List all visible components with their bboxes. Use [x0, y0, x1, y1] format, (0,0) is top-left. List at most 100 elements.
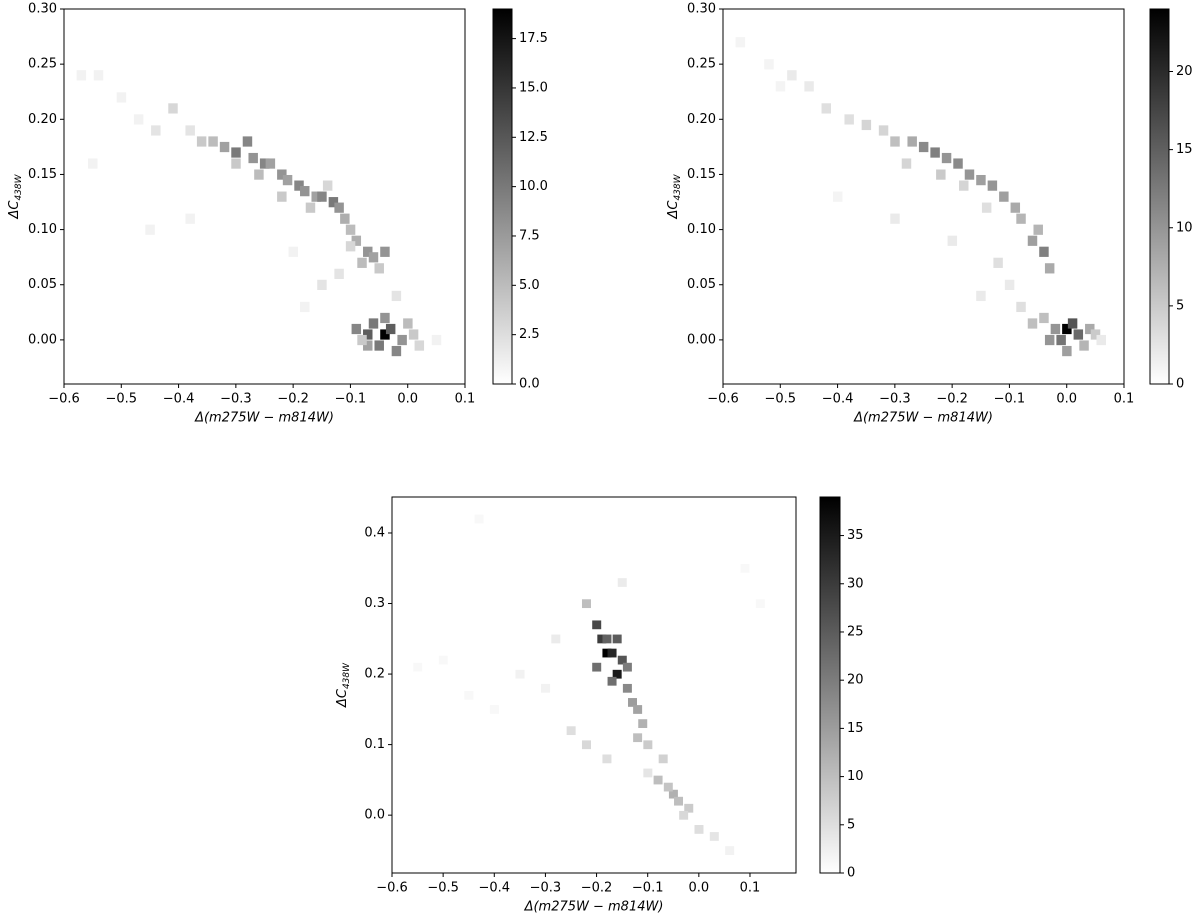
hist-cell — [993, 257, 1003, 268]
y-tick-label: 0.30 — [28, 2, 57, 17]
hist-cell — [930, 147, 940, 158]
hist-cell — [374, 340, 384, 351]
colorbar-tick-label: 30 — [847, 576, 864, 591]
x-tick-label: −0.2 — [277, 392, 309, 407]
hist-cell — [541, 683, 551, 693]
x-tick-label: −0.4 — [163, 392, 195, 407]
hist-cell — [668, 789, 678, 799]
hist-cell — [597, 634, 607, 644]
hist-cell — [133, 114, 144, 125]
hist-cell — [709, 832, 719, 841]
x-axis-label: Δ(m275W − m814W) — [524, 900, 664, 915]
y-axis-label-sub: 438W — [342, 662, 352, 689]
hist-cell — [265, 158, 276, 169]
hist-cell — [633, 733, 643, 743]
hist-cell — [489, 705, 499, 714]
x-tick-label: −0.6 — [707, 392, 739, 407]
hist-cell — [145, 224, 155, 235]
colorbar-tick-label: 5.0 — [519, 278, 540, 293]
hist-cell — [987, 180, 998, 191]
x-tick-label: −0.1 — [335, 392, 367, 407]
hist-cell — [592, 620, 602, 630]
hist-cell — [861, 119, 872, 131]
hist-cell — [515, 669, 525, 679]
hist-cell — [413, 662, 423, 672]
hist-cell — [890, 213, 900, 224]
y-tick-label: 0.10 — [28, 222, 57, 237]
x-tick-label: −0.1 — [994, 392, 1026, 407]
x-tick-label: 0.0 — [1056, 392, 1077, 407]
hist-cell — [328, 197, 339, 208]
y-axis-label-main: ΔC — [666, 200, 681, 220]
y-tick-label: 0.00 — [687, 332, 716, 347]
x-tick-label: −0.6 — [376, 881, 408, 896]
hist-cell — [1016, 301, 1026, 313]
hist-cell — [1096, 334, 1106, 346]
hist-cell — [294, 180, 304, 191]
hist-cell — [317, 191, 327, 202]
hist-cell — [305, 202, 316, 213]
hist-cell — [755, 599, 765, 609]
hist-cell — [1039, 312, 1049, 324]
colorbar-tick-label: 12.5 — [519, 130, 548, 145]
colorbar-tick-label: 5 — [847, 817, 855, 832]
colorbar-tick-label: 20 — [847, 673, 864, 688]
colorbar-tick-label: 2.5 — [519, 327, 540, 342]
hist-cell — [254, 169, 264, 180]
hist-cell — [282, 174, 293, 186]
colorbar-tick-label: 0.0 — [519, 377, 540, 392]
colorbar-tick-label: 15.0 — [519, 80, 548, 95]
hist-cell — [1027, 235, 1038, 246]
y-tick-label: 0.00 — [28, 332, 57, 347]
y-tick-label: 0.20 — [687, 112, 716, 127]
hist-cell — [607, 648, 617, 658]
hist-cell — [936, 169, 946, 180]
hist-cell — [890, 136, 900, 147]
hist-cell — [1010, 202, 1021, 213]
hist-cell — [277, 191, 287, 202]
hist-cell — [976, 174, 986, 186]
hist-cell — [787, 70, 797, 81]
hist-cell — [643, 768, 653, 778]
hist-cell — [1073, 329, 1084, 340]
y-axis-label: ΔC438W — [7, 173, 24, 219]
x-tick-label: 0.0 — [688, 881, 709, 896]
y-axis-label: ΔC438W — [666, 173, 683, 219]
y-axis-label: ΔC438W — [335, 662, 352, 708]
hist-cell — [76, 70, 87, 81]
colorbar-tick-label: 10 — [847, 769, 864, 784]
x-tick-label: −0.4 — [478, 881, 510, 896]
hist-cell — [607, 676, 617, 686]
cells — [413, 514, 765, 855]
hist-cell — [612, 669, 622, 679]
x-tick-label: 0.0 — [397, 392, 418, 407]
hist-cell — [844, 114, 854, 125]
colorbar-tick-label: 10.0 — [519, 179, 548, 194]
colorbar-tick-label: 15 — [1176, 142, 1193, 157]
hist-cell — [602, 634, 612, 644]
hist-cell — [1044, 263, 1055, 274]
hist-cell — [219, 141, 230, 153]
hist-cell — [317, 279, 327, 290]
colorbar — [492, 8, 513, 385]
hist-cell — [311, 191, 321, 202]
x-tick-label: −0.5 — [105, 392, 137, 407]
x-tick-label: −0.3 — [879, 392, 911, 407]
y-tick-label: 0.30 — [687, 2, 716, 17]
hist-cell — [185, 125, 195, 136]
y-tick-label: 0.1 — [364, 737, 385, 752]
hist-cell — [999, 191, 1009, 202]
hist-cell — [907, 136, 917, 147]
hist-cell — [345, 224, 356, 235]
hist-cell — [391, 290, 402, 302]
hist-cell — [248, 152, 258, 164]
hist-cell — [1062, 345, 1072, 357]
y-tick-label: 0.15 — [28, 167, 57, 182]
colorbar-tick-label: 7.5 — [519, 228, 540, 243]
hist-cell — [351, 235, 362, 246]
hist-cell — [821, 103, 831, 114]
hist-cell — [168, 103, 178, 114]
hist-cell — [1067, 318, 1078, 329]
hist-cell — [581, 599, 591, 609]
